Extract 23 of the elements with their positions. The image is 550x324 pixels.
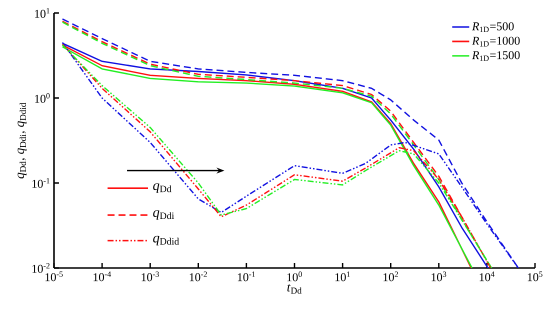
x-tick-label: 10$^{-2}$	[190, 272, 207, 282]
x-tick-label: 10$^{0}$	[287, 272, 302, 282]
x-tick-label: 10$^{-5}$	[46, 272, 63, 282]
x-tick-label: 10$^{5}$	[528, 272, 542, 282]
annotation: q$_{Ddi}$	[153, 210, 174, 220]
x-tick-label: 10$^{1}$	[335, 272, 350, 282]
legend-label: R$_{1D}$=1500	[472, 51, 520, 61]
x-tick-label: 10$^{4}$	[480, 272, 494, 282]
x-tick-label: 10$^{-1}$	[238, 272, 255, 282]
x-tick-label: 10$^{-4}$	[94, 272, 112, 282]
y-axis-title: q$_{Dd}$, q$_{Ddi}$, q$_{Ddid}$	[18, 102, 27, 178]
annotation: q$_{Ddid}$	[153, 236, 180, 246]
y-tick-label: 10$^{1}$	[35, 8, 50, 18]
x-tick-label: 10$^{2}$	[384, 272, 398, 282]
legend-label: R$_{1D}$=500	[472, 22, 514, 32]
x-tick-label: 10$^{3}$	[432, 272, 446, 282]
y-tick-label: 10$^{-2}$	[32, 263, 50, 273]
x-axis-title: t$_{Dd}$	[287, 284, 302, 294]
x-tick-label: 10$^{-3}$	[142, 272, 159, 282]
y-tick-label: 10$^{0}$	[35, 93, 50, 103]
y-tick-label: 10$^{-1}$	[32, 178, 50, 188]
legend-label: R$_{1D}$=1000	[472, 36, 520, 46]
annotation: q$_{Dd}$	[153, 183, 172, 193]
